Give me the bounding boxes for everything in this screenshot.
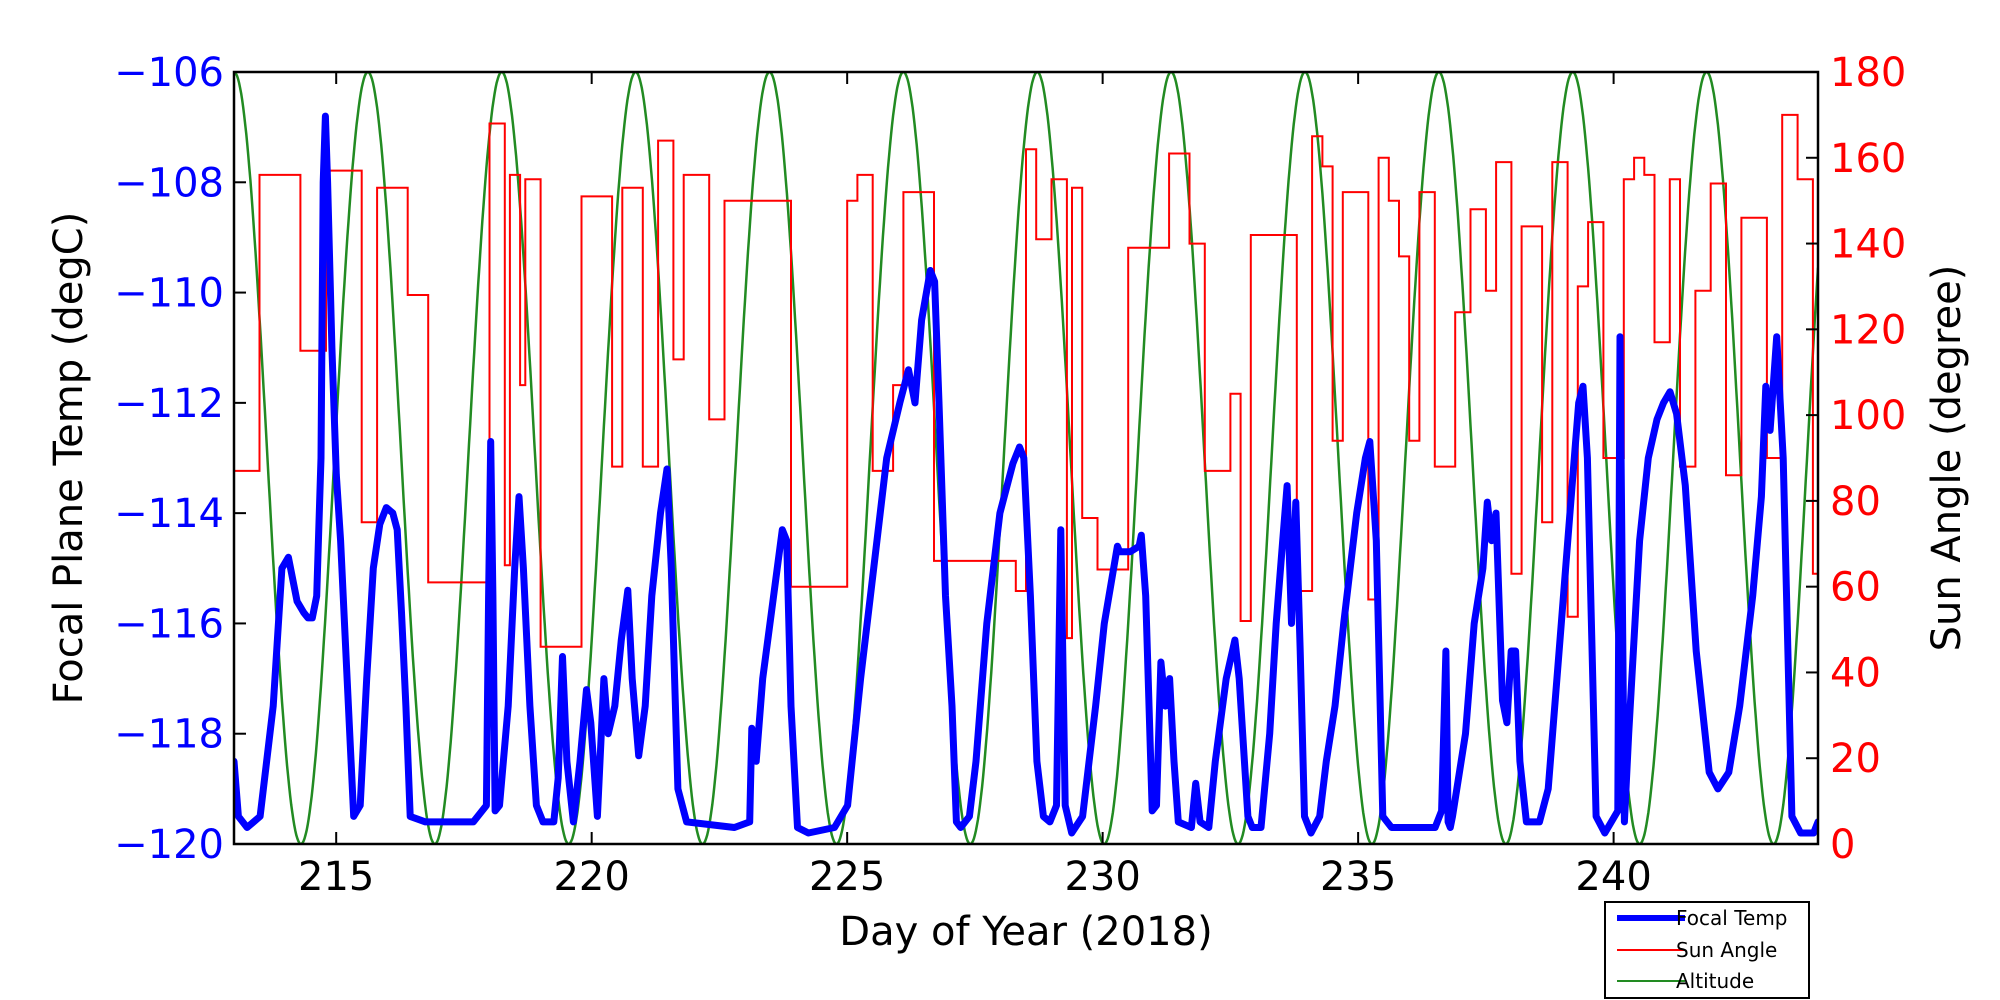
right-tick-label: 140 <box>1830 222 1906 268</box>
left-tick-label: −114 <box>114 491 224 537</box>
x-tick-label: 235 <box>1320 854 1396 900</box>
series-layer <box>234 72 1818 844</box>
right-tick-label: 80 <box>1830 479 1881 525</box>
right-tick-label: 0 <box>1830 822 1855 868</box>
right-tick-label: 100 <box>1830 393 1906 439</box>
left-tick-label: −112 <box>114 381 224 427</box>
legend: Focal Temp Sun Angle Altitude <box>1604 901 1810 999</box>
x-tick-label: 220 <box>553 854 629 900</box>
sun-angle-line <box>234 113 1818 648</box>
right-axis-title: Sun Angle (degree) <box>1924 265 1970 652</box>
x-axis-title: Day of Year (2018) <box>839 909 1212 955</box>
legend-focal-label: Focal Temp <box>1676 906 1788 930</box>
left-tick-label: −106 <box>114 50 224 96</box>
legend-altitude-label: Altitude <box>1676 969 1754 993</box>
x-tick-label: 225 <box>809 854 885 900</box>
left-tick-label: −116 <box>114 601 224 647</box>
left-tick-label: −110 <box>114 271 224 317</box>
right-tick-label: 180 <box>1830 50 1906 96</box>
altitude-line <box>234 72 1818 844</box>
series-clip-group <box>234 72 1818 844</box>
x-tick-label: 230 <box>1064 854 1140 900</box>
right-tick-label: 60 <box>1830 565 1881 611</box>
left-tick-label: −108 <box>114 160 224 206</box>
right-tick-label: 120 <box>1830 307 1906 353</box>
right-tick-label: 20 <box>1830 736 1881 782</box>
focal-temp-line <box>234 112 1818 837</box>
right-tick-label: 160 <box>1830 136 1906 182</box>
left-axis-title: Focal Plane Temp (degC) <box>46 212 92 705</box>
legend-sun-label: Sun Angle <box>1676 938 1777 962</box>
plot-frame <box>232 70 1820 846</box>
x-tick-label: 215 <box>298 854 374 900</box>
axes-layer: 215 220 225 230 235 240 −120 −118 −116 −114 −112 −1… <box>114 50 1906 900</box>
left-tick-label: −118 <box>114 712 224 758</box>
x-tick-label: 240 <box>1575 854 1651 900</box>
right-tick-label: 40 <box>1830 650 1881 696</box>
left-tick-label: −120 <box>114 822 224 868</box>
